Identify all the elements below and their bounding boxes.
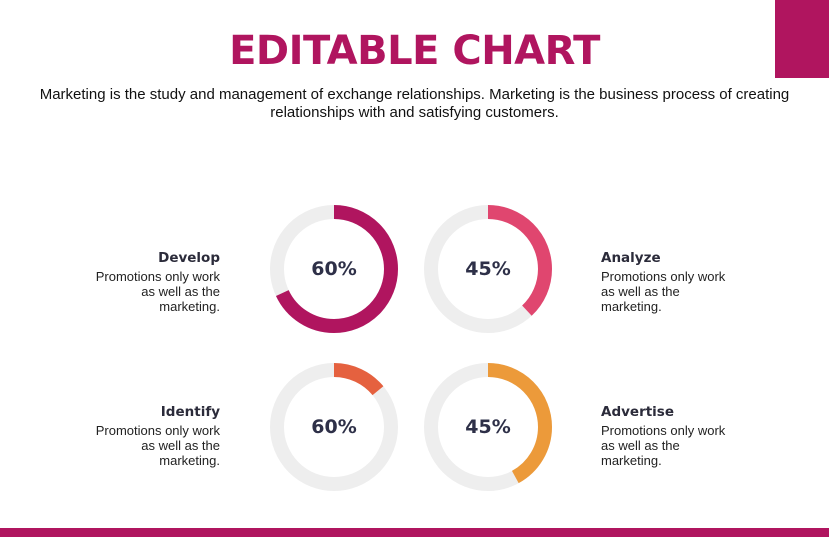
bottom-accent-bar	[0, 528, 829, 537]
item-advertise: Advertise Promotions only work as well a…	[601, 404, 751, 468]
item-title: Develop	[158, 250, 220, 266]
item-identify: Identify Promotions only work as well as…	[70, 404, 220, 468]
item-title: Advertise	[601, 404, 674, 420]
donut-arc-develop	[270, 205, 398, 333]
item-develop: Develop Promotions only work as well as …	[70, 250, 220, 314]
item-description: Promotions only work as well as the mark…	[601, 423, 726, 468]
donut-chart-develop: 60%	[270, 205, 398, 333]
donut-arc-advertise	[424, 363, 552, 491]
donut-arc-identify	[270, 363, 398, 491]
page-subtitle: Marketing is the study and management of…	[39, 86, 790, 121]
donut-value-label: 60%	[311, 258, 356, 280]
item-analyze: Analyze Promotions only work as well as …	[601, 250, 751, 314]
item-description: Promotions only work as well as the mark…	[95, 423, 220, 468]
item-description: Promotions only work as well as the mark…	[601, 269, 726, 314]
donut-chart-analyze: 45%	[424, 205, 552, 333]
donut-arc-analyze	[424, 205, 552, 333]
item-title: Identify	[160, 404, 220, 420]
donut-chart-advertise: 45%	[424, 363, 552, 491]
page-title: EDITABLE CHART	[229, 28, 600, 74]
item-description: Promotions only work as well as the mark…	[95, 269, 220, 314]
corner-accent-block	[775, 0, 829, 78]
donut-value-label: 60%	[311, 416, 356, 438]
donut-value-label: 45%	[465, 258, 510, 280]
item-title: Analyze	[601, 250, 661, 266]
donut-value-label: 45%	[465, 416, 510, 438]
donut-chart-identify: 60%	[270, 363, 398, 491]
